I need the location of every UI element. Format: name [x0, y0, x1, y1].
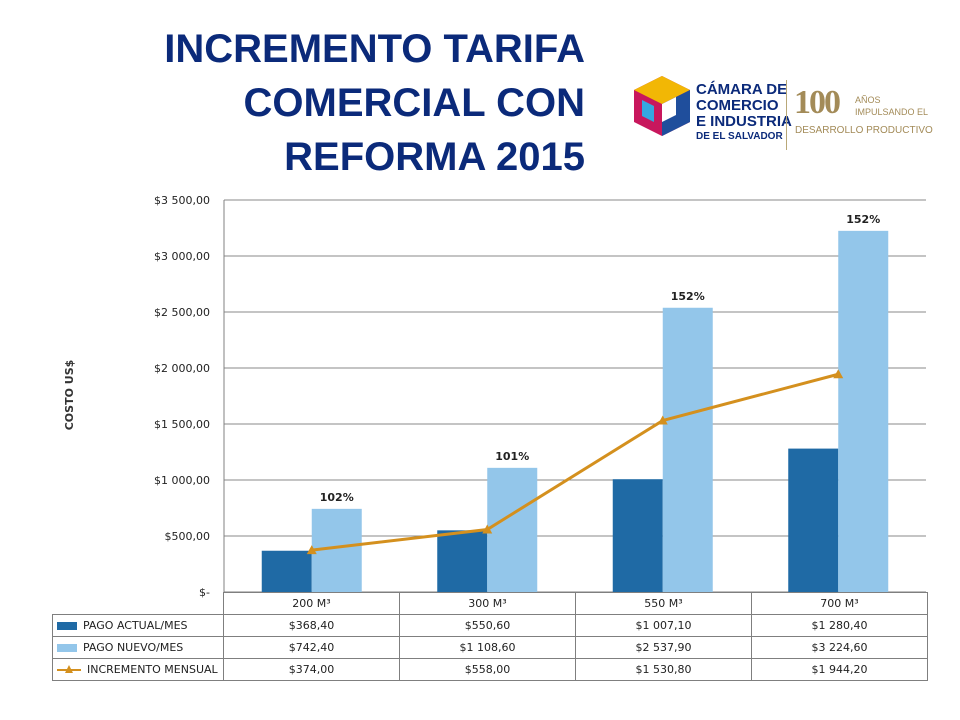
- bar-nuevo: [838, 230, 889, 593]
- legend-swatch-actual: [57, 622, 77, 630]
- tariff-chart: $-$500,00$1 000,00$1 500,00$2 000,00$2 5…: [63, 194, 926, 599]
- table-cell: $368,40: [223, 614, 400, 637]
- y-tick-label: $3 500,00: [154, 194, 210, 207]
- table-cell: $1 108,60: [399, 636, 576, 659]
- y-tick-label: $2 000,00: [154, 362, 210, 375]
- table-cell: $1 530,80: [575, 658, 752, 681]
- legend-label: PAGO NUEVO/MES: [83, 641, 184, 654]
- legend-nuevo: PAGO NUEVO/MES: [52, 636, 224, 659]
- logo-divider: [786, 80, 787, 150]
- percent-annotations: 102% 101% 152% 152%: [320, 213, 880, 504]
- y-tick-label: $3 000,00: [154, 250, 210, 263]
- category-header: 550 M³: [575, 592, 752, 615]
- logo-slogan: DESARROLLO PRODUCTIVO: [795, 125, 933, 136]
- anniversary-years: AÑOS IMPULSANDO EL: [855, 94, 928, 118]
- y-tick-label: $1 000,00: [154, 474, 210, 487]
- y-axis-label: COSTO US$: [63, 360, 76, 431]
- table-row-increment: INCREMENTO MENSUAL $374,00 $558,00 $1 53…: [52, 658, 928, 681]
- increment-line: [306, 369, 844, 555]
- bar-actual: [261, 550, 312, 592]
- legend-label: INCREMENTO MENSUAL: [87, 663, 218, 676]
- category-header: 200 M³: [223, 592, 400, 615]
- table-cell: $3 224,60: [751, 636, 928, 659]
- bar-nuevo: [662, 307, 713, 592]
- org-line-3: E INDUSTRIA: [696, 113, 792, 130]
- bar-actual: [437, 530, 488, 592]
- org-line-4: DE EL SALVADOR: [696, 131, 783, 142]
- bar-actual: [788, 448, 839, 592]
- camara-cube-icon: [634, 76, 690, 136]
- table-cell: $1 280,40: [751, 614, 928, 637]
- increment-polyline: [311, 372, 839, 552]
- percent-label: 152%: [846, 213, 880, 226]
- y-tick-label: $500,00: [165, 530, 211, 543]
- chart-bars: [261, 230, 889, 593]
- org-name: CÁMARA DE COMERCIO E INDUSTRIA DE EL SAL…: [696, 82, 792, 144]
- table-header-row: 200 M³ 300 M³ 550 M³ 700 M³: [52, 592, 928, 615]
- table-cell: $1 007,10: [575, 614, 752, 637]
- table-cell: $374,00: [223, 658, 400, 681]
- percent-label: 102%: [320, 491, 354, 504]
- percent-label: 101%: [495, 450, 529, 463]
- legend-actual: PAGO ACTUAL/MES: [52, 614, 224, 637]
- y-tick-label: $2 500,00: [154, 306, 210, 319]
- bar-nuevo: [487, 467, 538, 592]
- legend-increment: INCREMENTO MENSUAL: [52, 658, 224, 681]
- table-row-nuevo: PAGO NUEVO/MES $742,40 $1 108,60 $2 537,…: [52, 636, 928, 659]
- anniversary-number: 100: [794, 84, 841, 121]
- data-table: 200 M³ 300 M³ 550 M³ 700 M³ PAGO ACTUAL/…: [52, 592, 928, 681]
- increment-marker: [482, 524, 493, 534]
- category-header: 700 M³: [751, 592, 928, 615]
- table-row-actual: PAGO ACTUAL/MES $368,40 $550,60 $1 007,1…: [52, 614, 928, 637]
- camara-logo: CÁMARA DE COMERCIO E INDUSTRIA DE EL SAL…: [632, 70, 933, 165]
- table-cell: $1 944,20: [751, 658, 928, 681]
- slide-title: INCREMENTO TARIFA COMERCIAL CON REFORMA …: [100, 22, 585, 184]
- legend-label: PAGO ACTUAL/MES: [83, 619, 188, 632]
- increment-marker: [833, 369, 844, 379]
- org-line-1: CÁMARA DE: [696, 81, 788, 98]
- table-cell: $558,00: [399, 658, 576, 681]
- table-cell: $742,40: [223, 636, 400, 659]
- table-cell: $2 537,90: [575, 636, 752, 659]
- y-tick-label: $1 500,00: [154, 418, 210, 431]
- increment-marker: [657, 415, 668, 425]
- impulsando-text: IMPULSANDO EL: [855, 107, 929, 117]
- bar-actual: [612, 479, 663, 592]
- title-line-3: REFORMA 2015: [284, 135, 585, 179]
- increment-marker: [306, 545, 317, 555]
- category-header: 300 M³: [399, 592, 576, 615]
- title-line-2: COMERCIAL CON: [243, 81, 585, 125]
- table-cell: $550,60: [399, 614, 576, 637]
- legend-swatch-increment: [57, 665, 81, 675]
- percent-label: 152%: [671, 290, 705, 303]
- legend-swatch-nuevo: [57, 644, 77, 652]
- y-axis-ticks: $-$500,00$1 000,00$1 500,00$2 000,00$2 5…: [154, 194, 210, 599]
- title-line-1: INCREMENTO TARIFA: [164, 27, 585, 71]
- anos-text: AÑOS: [855, 95, 881, 105]
- org-line-2: COMERCIO: [696, 97, 779, 114]
